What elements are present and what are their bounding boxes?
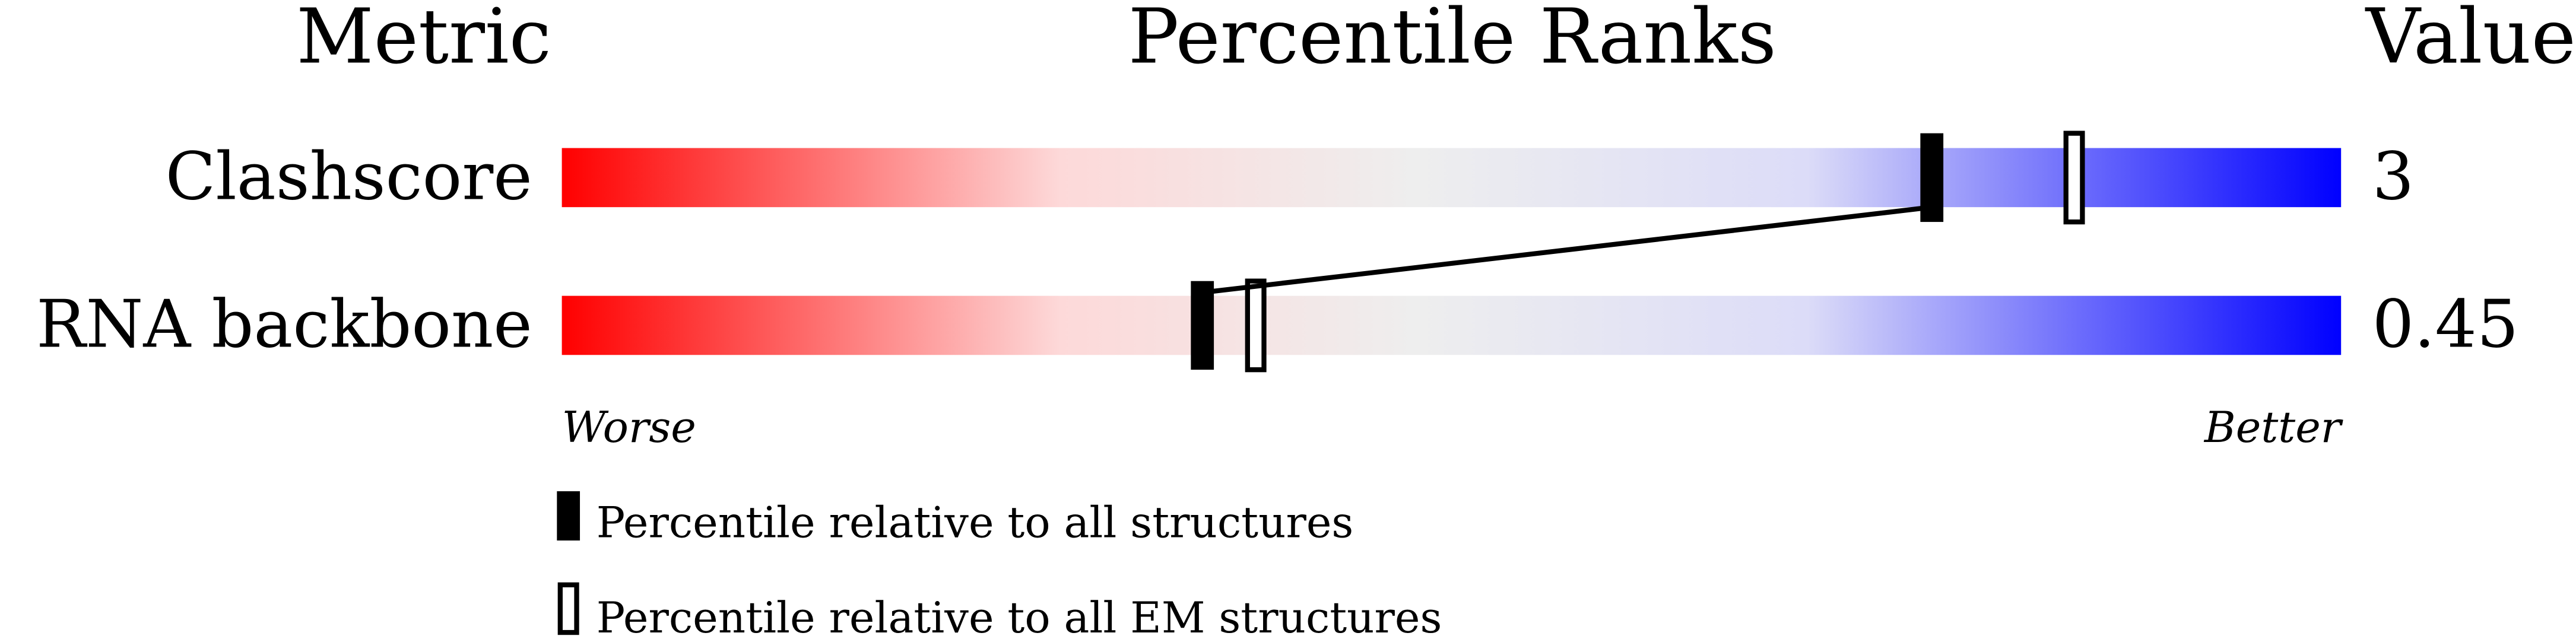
percentile-em-marker — [2063, 131, 2085, 225]
better-label: Better — [2203, 402, 2343, 452]
legend-all-label: Percentile relative to all structures — [597, 498, 1354, 548]
metric-value: 0.45 — [2372, 286, 2519, 362]
metric-label: RNA backbone — [36, 286, 532, 362]
percentile-all-marker — [1191, 281, 1214, 370]
metric-value: 3 — [2372, 138, 2414, 215]
worse-label: Worse — [562, 402, 696, 452]
legend-em-label: Percentile relative to all EM structures — [597, 593, 1442, 636]
legend-filled-marker — [557, 491, 580, 541]
percentile-bar — [561, 148, 2342, 208]
header-metric: Metric — [296, 0, 551, 81]
header-value: Value — [2365, 0, 2576, 81]
legend-hollow-marker — [557, 582, 579, 635]
header-percentile-ranks: Percentile Ranks — [1128, 0, 1776, 81]
metric-label: Clashscore — [166, 138, 532, 215]
connector-line — [1202, 205, 1933, 295]
percentile-em-marker — [1245, 278, 1267, 373]
percentile-bar — [561, 295, 2342, 355]
